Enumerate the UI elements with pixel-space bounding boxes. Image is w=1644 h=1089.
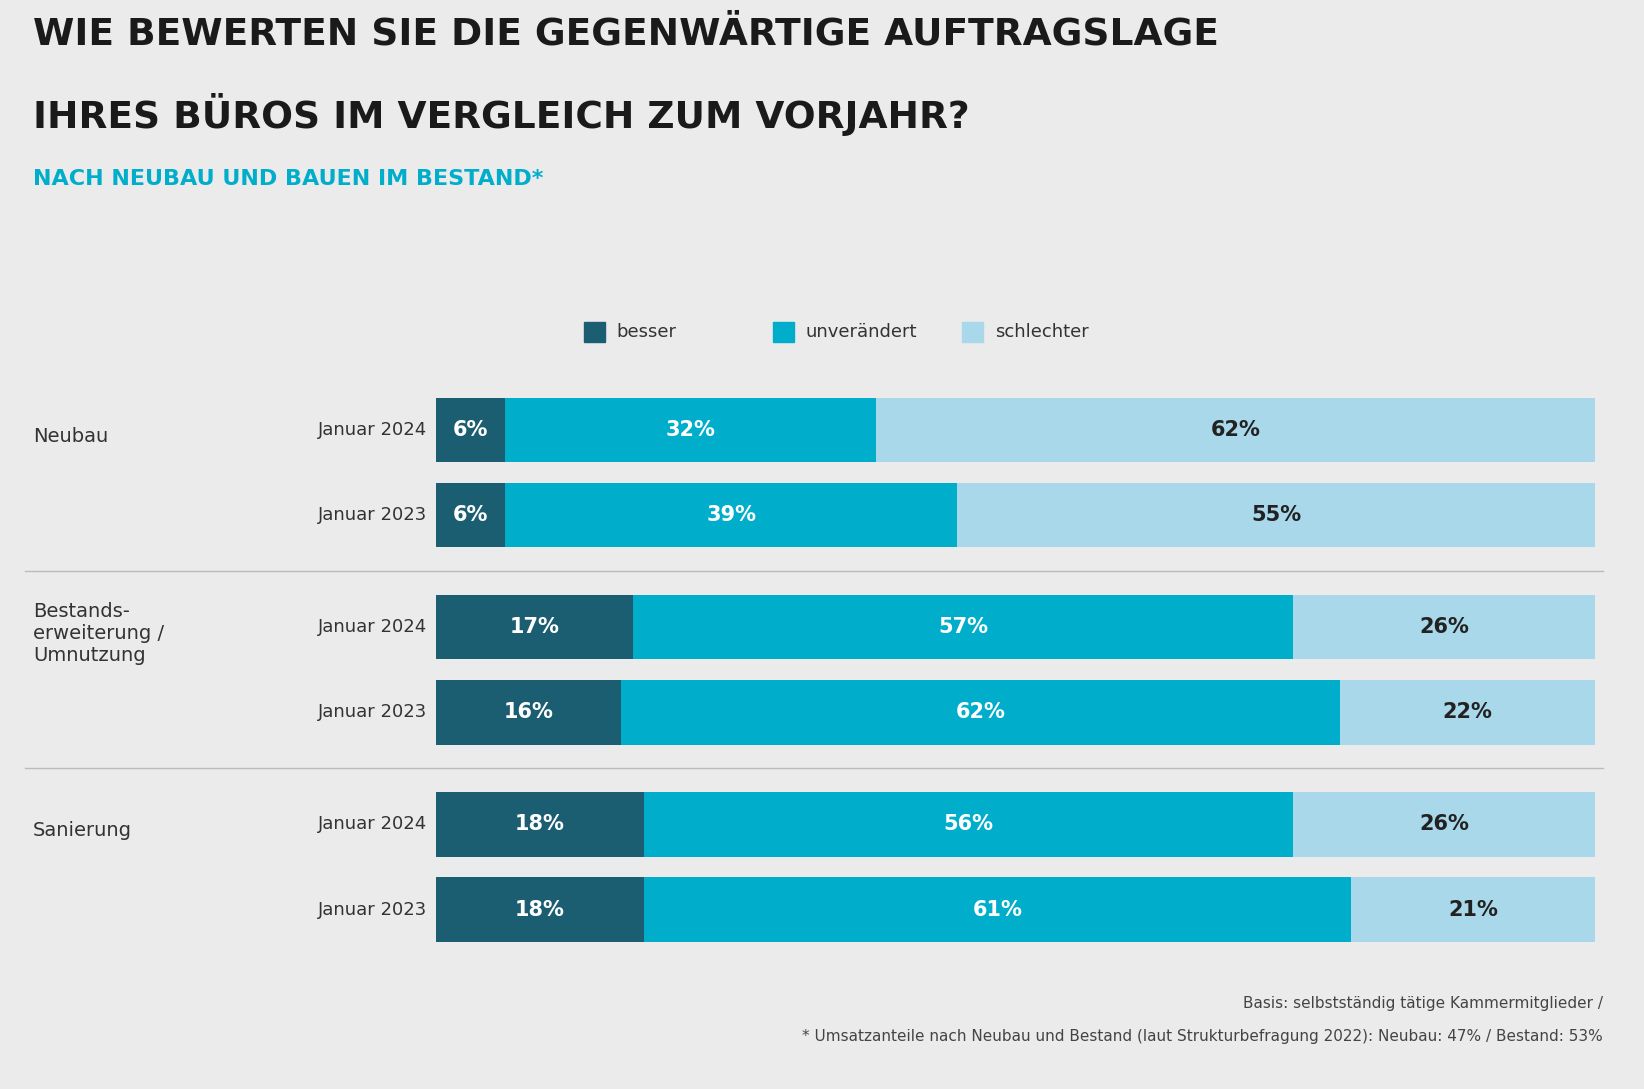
Text: besser: besser [616,323,676,341]
Text: unverändert: unverändert [806,323,917,341]
Text: 26%: 26% [1419,815,1470,834]
Bar [876,397,1595,462]
Text: Januar 2023: Januar 2023 [319,506,427,524]
Text: 26%: 26% [1419,617,1470,637]
Bar [644,878,1351,942]
Text: Januar 2024: Januar 2024 [319,816,427,833]
Text: 62%: 62% [1210,420,1261,440]
Text: 62%: 62% [955,702,1006,722]
Bar [1340,681,1595,745]
Text: NACH NEUBAU UND BAUEN IM BESTAND*: NACH NEUBAU UND BAUEN IM BESTAND* [33,169,543,188]
Bar [1351,878,1595,942]
Bar [436,595,633,659]
Text: WIE BEWERTEN SIE DIE GEGENWÄRTIGE AUFTRAGSLAGE: WIE BEWERTEN SIE DIE GEGENWÄRTIGE AUFTRA… [33,16,1218,52]
Text: Neubau: Neubau [33,427,109,445]
Text: IHRES BÜROS IM VERGLEICH ZUM VORJAHR?: IHRES BÜROS IM VERGLEICH ZUM VORJAHR? [33,93,970,135]
Text: Januar 2024: Januar 2024 [319,420,427,439]
Text: 56%: 56% [944,815,995,834]
Bar [436,397,505,462]
Bar [505,482,957,548]
Text: 16%: 16% [503,702,554,722]
Text: Sanierung: Sanierung [33,821,132,841]
Bar [957,482,1595,548]
Bar [621,681,1340,745]
Bar [644,792,1294,857]
Text: Bestands-
erweiterung /
Umnutzung: Bestands- erweiterung / Umnutzung [33,602,164,665]
Bar [436,878,644,942]
Bar [633,595,1294,659]
Bar [1294,595,1595,659]
Text: 18%: 18% [515,900,566,919]
Text: Basis: selbstständig tätige Kammermitglieder /: Basis: selbstständig tätige Kammermitgli… [1243,996,1603,1012]
Text: 21%: 21% [1448,900,1498,919]
Text: 39%: 39% [707,505,756,525]
Text: Januar 2023: Januar 2023 [319,703,427,721]
Text: schlechter: schlechter [995,323,1088,341]
Text: 6%: 6% [452,505,488,525]
Text: 61%: 61% [973,900,1023,919]
Bar [436,792,644,857]
Bar [436,482,505,548]
Bar [505,397,876,462]
Text: Januar 2023: Januar 2023 [319,901,427,919]
Text: 55%: 55% [1251,505,1300,525]
Text: 57%: 57% [939,617,988,637]
Text: 22%: 22% [1442,702,1493,722]
Bar [1294,792,1595,857]
Text: * Umsatzanteile nach Neubau und Bestand (laut Strukturbefragung 2022): Neubau: 4: * Umsatzanteile nach Neubau und Bestand … [802,1029,1603,1044]
Text: Januar 2024: Januar 2024 [319,619,427,636]
Text: 17%: 17% [510,617,559,637]
Text: 32%: 32% [666,420,715,440]
Text: 18%: 18% [515,815,566,834]
Text: 6%: 6% [452,420,488,440]
Bar [436,681,621,745]
